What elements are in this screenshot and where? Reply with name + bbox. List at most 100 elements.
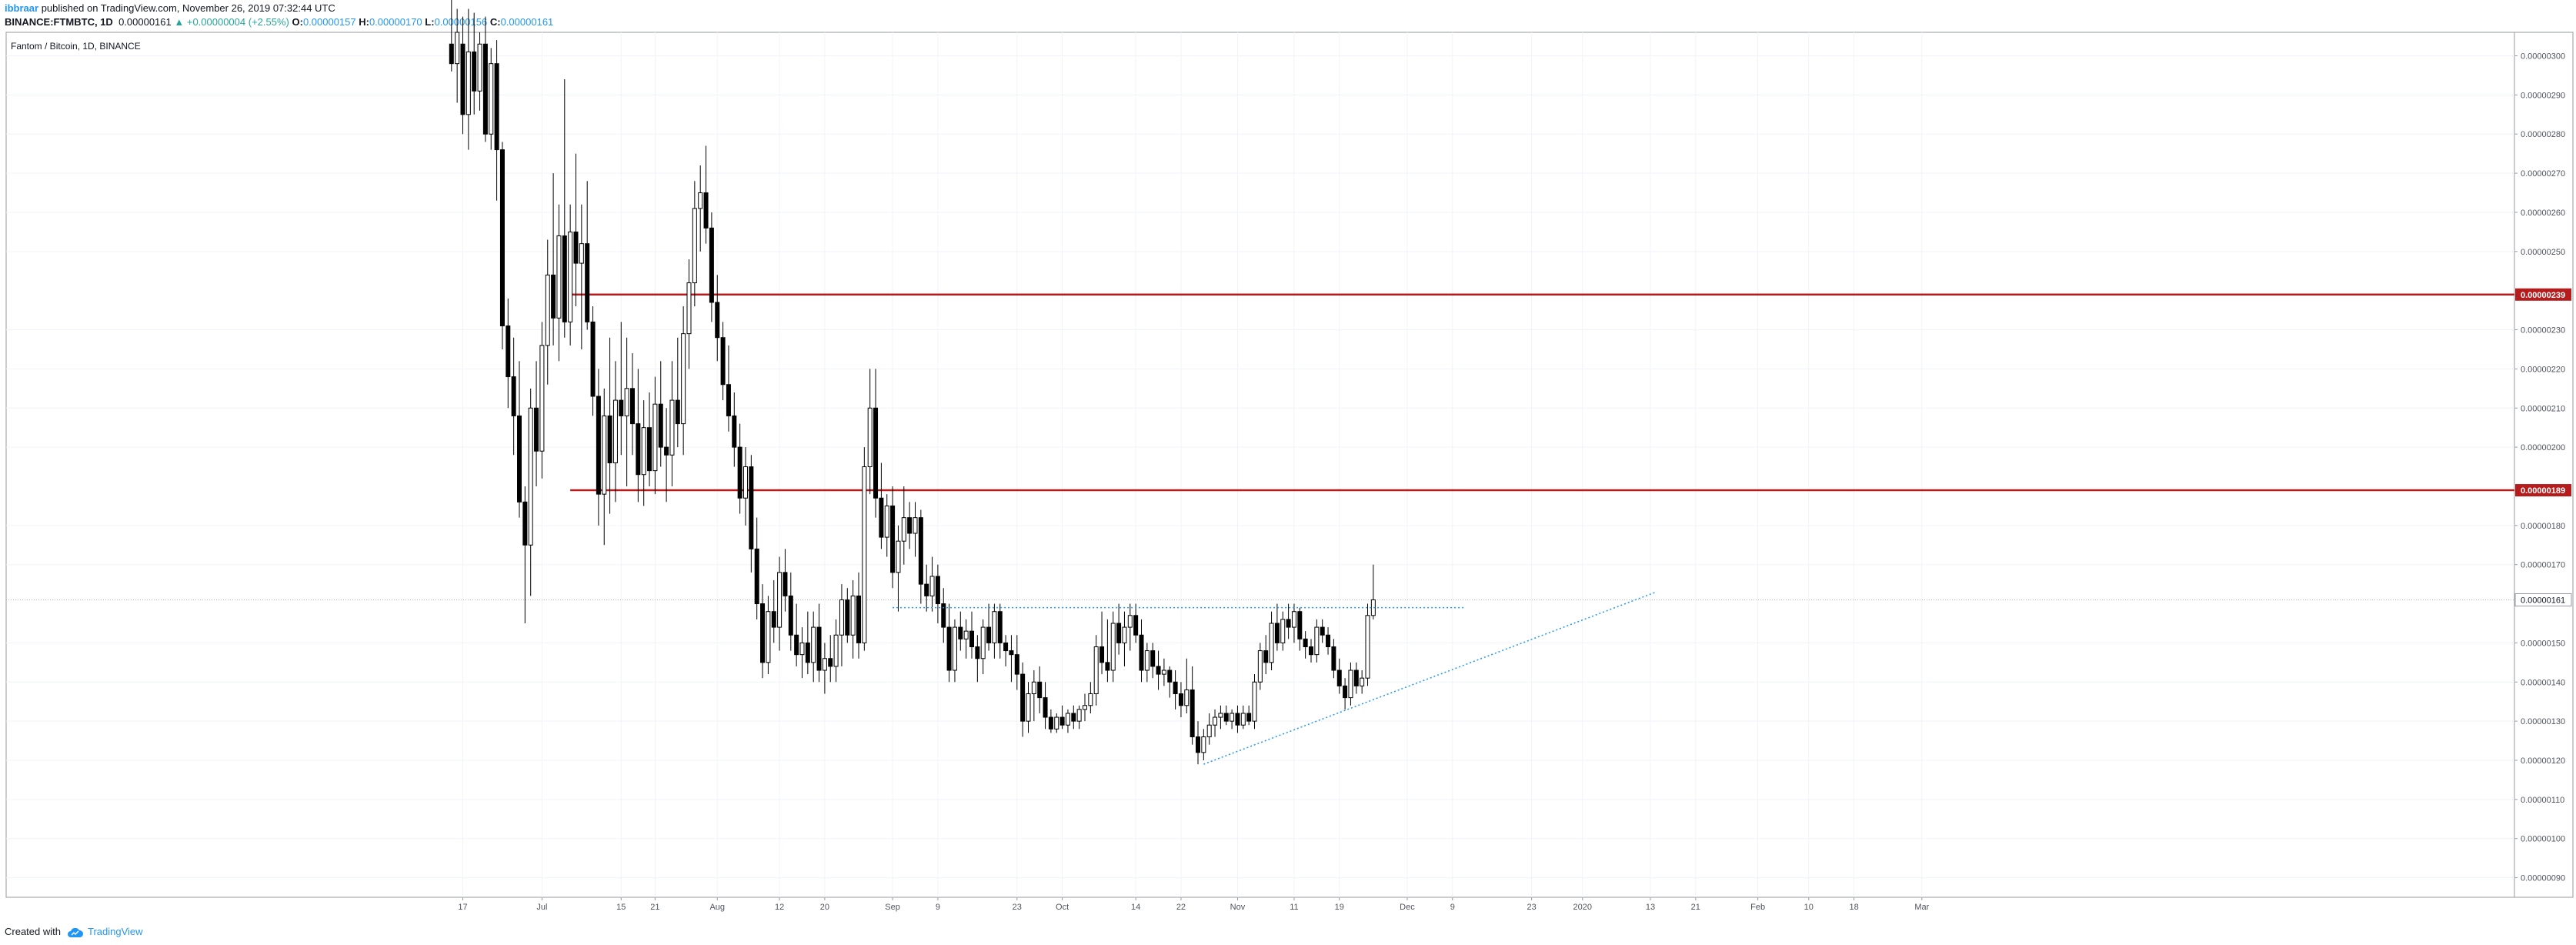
resistance-price-label: 0.00000239 xyxy=(2521,291,2565,300)
author-link[interactable]: ibbraar xyxy=(5,2,39,14)
candle-up xyxy=(528,407,533,546)
tradingview-link[interactable]: TradingView xyxy=(88,926,143,937)
candle-down xyxy=(1286,619,1291,628)
candle-down xyxy=(1353,670,1359,686)
candle-up xyxy=(913,517,918,534)
x-tick-label: 10 xyxy=(1804,903,1814,912)
x-tick-label: Aug xyxy=(709,903,725,912)
candle-up xyxy=(612,399,618,463)
y-tick-label: 0.00000090 xyxy=(2521,874,2565,883)
x-tick-label: Oct xyxy=(1056,903,1069,912)
candle-down xyxy=(828,658,833,667)
candle-down xyxy=(449,43,454,65)
candle-down xyxy=(975,646,980,659)
candle-down xyxy=(958,626,963,639)
candle-up xyxy=(1161,670,1166,675)
candle-down xyxy=(782,572,788,596)
candle-up xyxy=(568,231,573,322)
candle-down xyxy=(562,235,567,322)
y-tick-label: 0.00000270 xyxy=(2521,169,2565,179)
candle-up xyxy=(1127,615,1133,628)
candle-up xyxy=(1206,724,1212,737)
candle-up xyxy=(1201,736,1206,753)
x-tick-label: Dec xyxy=(1400,903,1415,912)
x-tick-label: 15 xyxy=(616,903,626,912)
candle-up xyxy=(669,399,675,456)
trend-lines xyxy=(893,591,1657,765)
candle-up xyxy=(1365,615,1370,679)
x-tick-label: 23 xyxy=(1527,903,1537,912)
candle-down xyxy=(1173,681,1178,695)
price-axis[interactable]: 0.00000300 0.00000290 0.00000280 0.00000270… xyxy=(2514,52,2572,883)
candle-down xyxy=(1190,689,1195,737)
candle-down xyxy=(726,384,731,416)
candle-down xyxy=(1139,634,1144,671)
candle-up xyxy=(1213,716,1218,726)
last-price-tag xyxy=(2514,593,2572,606)
candle-down xyxy=(805,642,810,663)
x-tick-label: 23 xyxy=(1013,903,1022,912)
x-tick-label: Sep xyxy=(885,903,900,912)
candle-down xyxy=(664,446,669,456)
published-text: published on TradingView.com, November 2… xyxy=(41,2,335,14)
candle-up xyxy=(1026,693,1031,722)
candle-up xyxy=(477,43,482,92)
x-tick-label: Nov xyxy=(1230,903,1246,912)
drawing-lines xyxy=(6,293,2514,600)
candle-up xyxy=(1348,670,1353,699)
candle-up xyxy=(455,32,460,65)
time-axis[interactable]: 17 Jul 15 21 Aug 12 20 Sep 9 23 Oct 14 22 Nov 11 19 Dec 9… xyxy=(458,897,1930,912)
high-label: H: xyxy=(359,16,369,28)
y-tick-label: 0.00000220 xyxy=(2521,365,2565,374)
candle-up xyxy=(833,634,839,667)
candle-up xyxy=(1291,611,1296,628)
candle-down xyxy=(1043,697,1048,718)
high-value: 0.00000170 xyxy=(369,16,422,28)
candle-down xyxy=(1246,713,1252,722)
x-tick-label: 11 xyxy=(1290,903,1298,912)
candle-down xyxy=(1336,670,1342,686)
candle-down xyxy=(941,603,946,628)
created-with-text: Created with xyxy=(5,926,61,937)
candle-up xyxy=(539,345,545,452)
candle-up xyxy=(1240,713,1246,726)
open-label: O: xyxy=(292,16,303,28)
change-value: ▲ +0.00000004 (+2.55%) xyxy=(174,16,289,28)
candle-up xyxy=(1065,713,1070,726)
candle-down xyxy=(845,599,850,636)
y-tick-label: 0.00000260 xyxy=(2521,209,2565,218)
candle-down xyxy=(946,626,952,671)
candle-down xyxy=(1196,736,1200,753)
candle-down xyxy=(1009,650,1014,656)
candle-up xyxy=(766,611,771,663)
candle-down xyxy=(1105,662,1110,671)
candle-down xyxy=(1116,623,1122,643)
candle-up xyxy=(602,415,607,495)
candle-up xyxy=(799,642,805,656)
x-tick-label: 9 xyxy=(936,903,940,912)
y-tick-label: 0.00000250 xyxy=(2521,248,2565,257)
y-tick-label: 0.00000120 xyxy=(2521,756,2565,766)
candle-down xyxy=(658,403,663,448)
x-tick-label: 9 xyxy=(1450,903,1455,912)
candle-up xyxy=(686,282,692,335)
candle-up xyxy=(1076,709,1082,722)
y-tick-label: 0.00000200 xyxy=(2521,443,2565,452)
y-tick-label: 0.00000280 xyxy=(2521,130,2565,139)
x-tick-label: 22 xyxy=(1176,903,1186,912)
candle-up xyxy=(811,626,816,663)
candle-down xyxy=(1320,626,1325,636)
candle-up xyxy=(952,626,957,671)
candle-down xyxy=(534,407,539,452)
x-tick-label: 17 xyxy=(458,903,467,912)
candle-down xyxy=(1150,650,1156,667)
candle-down xyxy=(607,415,612,463)
candle-down xyxy=(675,399,680,425)
candle-up xyxy=(465,51,471,115)
candle-down xyxy=(1274,623,1280,643)
candle-down xyxy=(1167,670,1173,683)
candle-up xyxy=(1144,650,1150,671)
candle-down xyxy=(472,51,477,92)
candle-up xyxy=(1314,626,1320,656)
